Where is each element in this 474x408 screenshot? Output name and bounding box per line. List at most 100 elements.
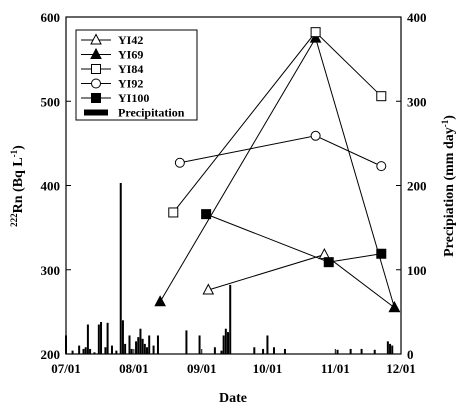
data-point-yi42 [318, 248, 331, 260]
precipitation-bar [139, 328, 142, 354]
precipitation-bar [106, 322, 109, 354]
precipitation-bar [389, 343, 392, 354]
precipitation-bar [119, 182, 122, 354]
y-left-tick-label: 500 [41, 94, 61, 109]
x-tick-label: 11/01 [321, 361, 350, 376]
y-right-tick-label: 200 [407, 179, 427, 194]
data-point-yi92 [310, 130, 321, 141]
x-tick-label: 10/01 [253, 361, 283, 376]
y-right-sup: -1 [440, 119, 450, 127]
data-point-yi100 [201, 209, 212, 220]
y-right-main: Precipiation (mm day [442, 127, 457, 257]
y-left-sup2: -1 [9, 149, 19, 157]
legend-marker [84, 109, 108, 116]
legend-label: YI42 [118, 33, 143, 47]
precipitation-bar [222, 335, 225, 354]
precipitation-bar [156, 335, 159, 354]
y-axis-right-title: Precipiation (mm day-1) [440, 115, 457, 257]
legend-label: YI84 [118, 62, 143, 76]
precipitation-bar [121, 320, 124, 354]
series-line-yi100 [205, 213, 382, 263]
legend-marker [91, 64, 101, 74]
data-point-yi100 [376, 248, 387, 259]
precipitation-bar [283, 348, 286, 354]
y-left-tick-label: 200 [41, 347, 61, 362]
precipitation-bar [89, 348, 92, 354]
precipitation-bar [93, 352, 96, 354]
precipitation-bar [253, 347, 256, 354]
precipitation-bar [84, 347, 87, 354]
precipitation-bar [71, 350, 74, 354]
y-left-close: ) [11, 145, 26, 150]
data-point-yi84 [310, 27, 321, 38]
series-line-yi92 [179, 135, 382, 167]
precipitation-bar [391, 345, 394, 354]
precipitation-bar [100, 321, 103, 354]
precipitation-bar [137, 337, 140, 354]
y-left-main: Rn (Bq L [11, 157, 26, 213]
precipitation-bar [97, 324, 100, 354]
precipitation-bar [227, 332, 230, 354]
precipitation-bar [148, 335, 151, 354]
precipitation-bar [86, 324, 89, 354]
x-tick-label: 09/01 [187, 361, 217, 376]
data-point-yi69 [388, 301, 401, 313]
data-point-yi92 [174, 157, 185, 168]
legend-marker [90, 33, 102, 45]
y-axis-left-title: 222Rn (Bq L-1) [9, 145, 26, 227]
y-left-sup1: 222 [9, 213, 19, 227]
precipitation-bar [78, 345, 81, 354]
y-right-tick-label: 400 [407, 10, 427, 25]
data-point-yi69 [154, 295, 166, 307]
precipitation-bar [143, 343, 146, 354]
legend-box [75, 29, 198, 121]
series-markers [154, 27, 401, 313]
precipitation-bar [224, 328, 227, 354]
x-tick-label: 08/01 [119, 361, 149, 376]
precipitation-bar [360, 348, 363, 354]
data-point-yi69 [309, 31, 322, 43]
y-right-tick-label: 100 [407, 263, 427, 278]
y-left-tick-label: 300 [41, 263, 61, 278]
x-axis-title: Date [219, 391, 247, 406]
precipitation-bar [110, 345, 113, 354]
precipitation-bar [135, 341, 138, 354]
precipitation-bars [65, 182, 394, 354]
y-right-tick-label: 300 [407, 94, 427, 109]
y-right-tick-label: 0 [407, 347, 414, 362]
y-left-tick-label: 400 [41, 179, 61, 194]
precipitation-bar [124, 343, 127, 354]
precipitation-bar [349, 348, 352, 354]
precipitation-bar [386, 341, 389, 354]
precipitation-bar [336, 349, 339, 354]
precipitation-bar [373, 349, 376, 354]
data-point-yi84 [376, 91, 387, 102]
precipitation-bar [229, 284, 232, 354]
precipitation-bar [115, 350, 118, 354]
precipitation-bar [128, 335, 131, 354]
legend-marker [91, 93, 101, 103]
precipitation-bar [213, 347, 216, 354]
precipitation-bar [141, 338, 144, 354]
x-tick-label: 12/01 [386, 361, 416, 376]
legend-marker [91, 78, 101, 89]
data-point-yi42 [202, 283, 215, 295]
legend-label: Precipitation [118, 106, 185, 120]
data-point-yi92 [376, 161, 387, 172]
axis-ticks: 07/01 08/01 09/01 10/01 11/01 12/01 200 300 400 5… [41, 10, 427, 376]
precipitation-bar [198, 335, 201, 354]
series-line-yi84 [172, 31, 382, 213]
x-tick-label: 07/01 [51, 361, 81, 376]
data-point-yi84 [168, 207, 179, 218]
legend-label: YI69 [118, 48, 143, 62]
precipitation-bar [82, 348, 85, 354]
data-point-yi100 [323, 257, 334, 268]
y-right-close: ) [442, 115, 457, 120]
precipitation-bar [146, 347, 149, 354]
precipitation-bar [262, 348, 265, 354]
series-line-yi42 [208, 254, 395, 309]
precipitation-bar [220, 350, 223, 354]
